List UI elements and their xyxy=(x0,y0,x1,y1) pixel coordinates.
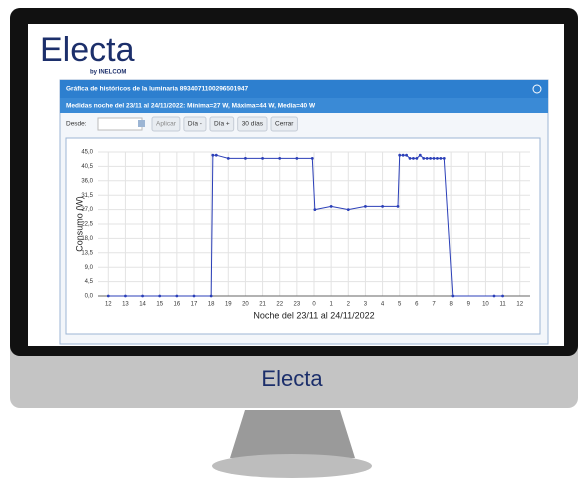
button-label[interactable]: Cerrar xyxy=(275,121,294,128)
stand-neck xyxy=(230,410,355,458)
data-point xyxy=(493,295,496,298)
data-point xyxy=(426,157,429,160)
x-tick-label: 17 xyxy=(191,302,198,308)
data-point xyxy=(261,157,264,160)
data-point xyxy=(381,205,384,208)
data-point xyxy=(330,205,333,208)
logo-tagline: by INELCOM xyxy=(90,70,126,76)
x-tick-label: 19 xyxy=(225,302,232,308)
data-point xyxy=(175,295,178,298)
data-point xyxy=(311,157,314,160)
x-tick-label: 13 xyxy=(122,302,129,308)
x-tick-label: 21 xyxy=(259,302,266,308)
data-point xyxy=(313,208,316,211)
data-point xyxy=(215,154,218,157)
data-point xyxy=(412,157,415,160)
data-point xyxy=(443,157,446,160)
data-point xyxy=(398,154,401,157)
x-tick-label: 18 xyxy=(208,302,215,308)
x-tick-label: 12 xyxy=(516,302,523,308)
button-label[interactable]: Aplicar xyxy=(156,121,177,128)
data-point xyxy=(422,157,425,160)
dialog-subtitle: Medidas noche del 23/11 al 24/11/2022: M… xyxy=(66,103,316,110)
data-point xyxy=(141,295,144,298)
data-point xyxy=(364,205,367,208)
y-tick-label: 9,0 xyxy=(85,265,94,271)
data-point xyxy=(439,157,442,160)
data-point xyxy=(211,154,214,157)
y-tick-label: 0,0 xyxy=(85,294,94,300)
data-point xyxy=(415,157,418,160)
x-tick-label: 23 xyxy=(294,302,301,308)
data-point xyxy=(107,295,110,298)
data-point xyxy=(347,208,350,211)
data-point xyxy=(451,295,454,298)
button-label[interactable]: 30 días xyxy=(242,121,264,128)
x-tick-label: 10 xyxy=(482,302,489,308)
data-point xyxy=(227,157,230,160)
scene: Electa Electa by INELCOM Gráfica de hist… xyxy=(0,0,581,478)
x-tick-label: 20 xyxy=(242,302,249,308)
data-point xyxy=(193,295,196,298)
data-point xyxy=(402,154,405,157)
data-point xyxy=(436,157,439,160)
data-point xyxy=(210,295,213,298)
data-point xyxy=(244,157,247,160)
from-label: Desde: xyxy=(66,121,87,128)
x-tick-label: 22 xyxy=(276,302,283,308)
logo: Electa xyxy=(40,31,135,69)
monitor-logo: Electa xyxy=(261,366,323,391)
x-tick-label: 14 xyxy=(139,302,146,308)
data-point xyxy=(278,157,281,160)
y-axis-label: Consumo (W) xyxy=(74,196,84,252)
y-tick-label: 45,0 xyxy=(81,150,93,156)
data-point xyxy=(405,154,408,157)
dialog-title: Gráfica de históricos de la luminaria 89… xyxy=(66,86,248,93)
x-axis-label: Noche del 23/11 al 24/11/2022 xyxy=(253,310,374,320)
data-point xyxy=(158,295,161,298)
x-tick-label: 15 xyxy=(156,302,163,308)
data-point xyxy=(124,295,127,298)
y-tick-label: 4,5 xyxy=(85,279,94,285)
y-tick-label: 36,0 xyxy=(81,178,93,184)
data-point xyxy=(419,154,422,157)
calendar-icon[interactable] xyxy=(138,120,145,127)
x-tick-label: 12 xyxy=(105,302,112,308)
data-point xyxy=(295,157,298,160)
data-point xyxy=(409,157,412,160)
button-label[interactable]: Día + xyxy=(214,121,230,128)
data-point xyxy=(397,205,400,208)
data-point xyxy=(433,157,436,160)
date-input[interactable] xyxy=(98,118,142,130)
button-label[interactable]: Día - xyxy=(188,121,202,128)
stand-base xyxy=(212,454,372,478)
x-tick-label: 11 xyxy=(499,302,506,308)
x-tick-label: 16 xyxy=(174,302,181,308)
y-tick-label: 40,5 xyxy=(81,164,93,170)
page: Electa Electa by INELCOM Gráfica de hist… xyxy=(0,0,581,478)
data-point xyxy=(429,157,432,160)
data-point xyxy=(501,295,504,298)
